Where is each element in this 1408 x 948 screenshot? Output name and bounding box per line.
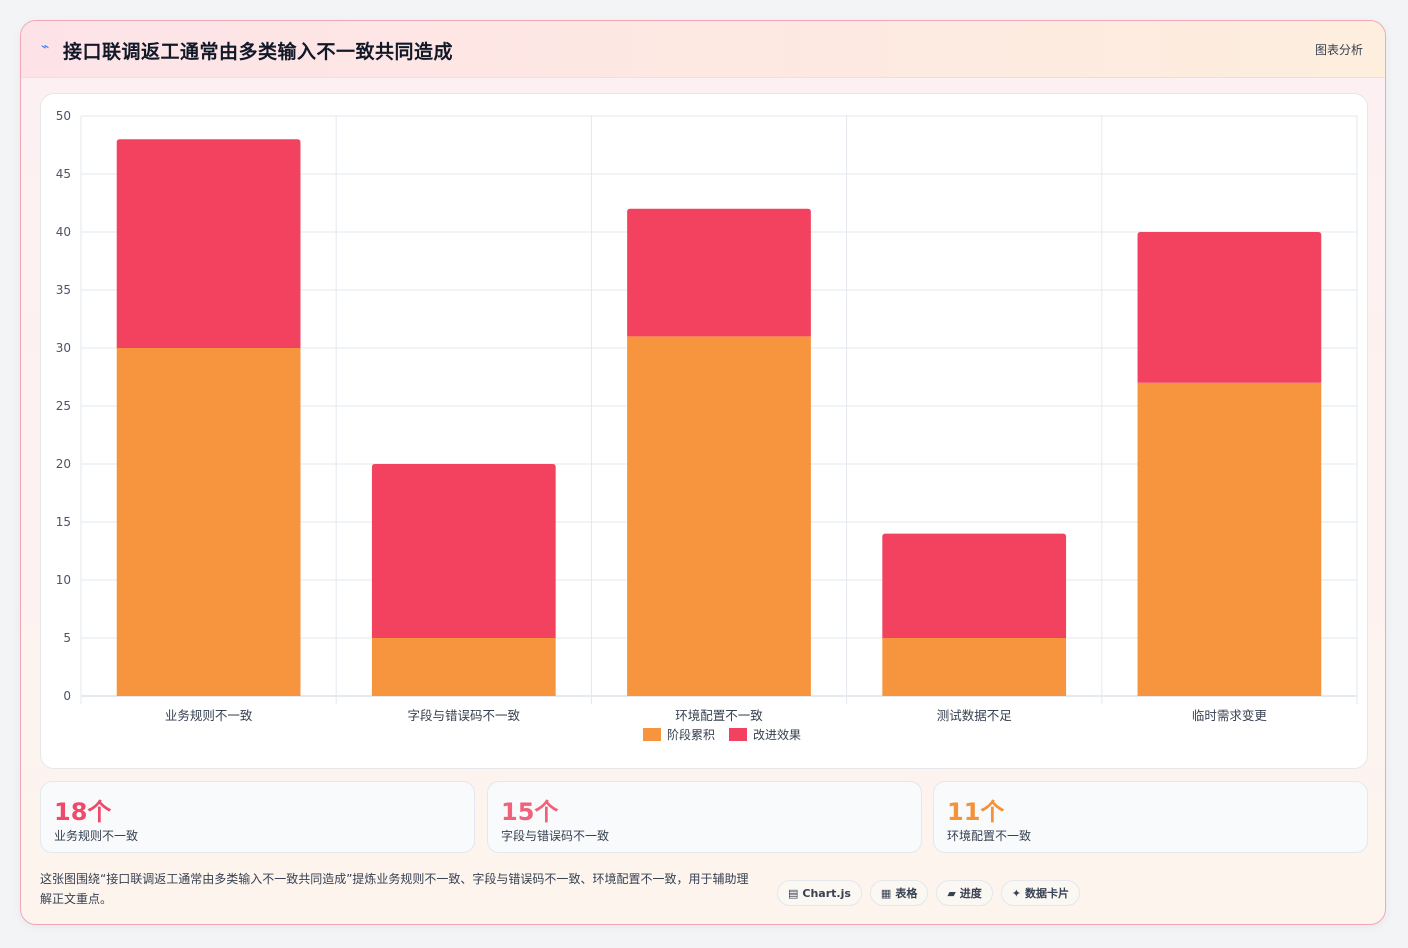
- chip-chartjs[interactable]: ▤ Chart.js: [777, 880, 862, 906]
- bar-segment-stage-accumulation: [882, 638, 1067, 696]
- chip-data-card[interactable]: ✦ 数据卡片: [1000, 880, 1081, 906]
- legend-swatch: [643, 728, 661, 741]
- card-header: ⌁ 接口联调返工通常由多类输入不一致共同造成 图表分析: [21, 21, 1385, 78]
- page-title: 接口联调返工通常由多类输入不一致共同造成: [63, 41, 454, 63]
- chip-table[interactable]: ▦ 表格: [869, 880, 929, 906]
- stat-card-business-rules: 18个 业务规则不一致: [40, 781, 475, 853]
- stat-label: 业务规则不一致: [54, 829, 139, 843]
- y-tick-label: 40: [56, 225, 71, 239]
- chip-label: Chart.js: [802, 886, 851, 900]
- chart-analysis-tag: 图表分析: [1314, 43, 1363, 57]
- stat-value: 15个: [501, 798, 559, 826]
- stacked-bar-chart: 0 5 10 15 20 25 30 35 40 45 50 业务规则不一致 字段与错误码不一致 环境配置…: [56, 109, 1358, 742]
- progress-icon: ▰: [947, 886, 956, 900]
- pulse-icon: ⌁: [41, 39, 50, 55]
- stat-card-field-error-code: 15个 字段与错误码不一致: [487, 781, 922, 853]
- y-tick-label: 20: [56, 457, 71, 471]
- x-tick-label: 字段与错误码不一致: [408, 708, 521, 723]
- x-tick-label: 环境配置不一致: [675, 708, 763, 723]
- tech-chips: ▤ Chart.js ▦ 表格 ▰ 进度 ✦ 数据卡片: [777, 880, 1081, 906]
- bar-segment-improvement-effect: [882, 533, 1067, 638]
- stat-label: 环境配置不一致: [947, 829, 1032, 843]
- stat-card-env-config: 11个 环境配置不一致: [933, 781, 1368, 853]
- bar-segment-stage-accumulation: [627, 336, 811, 696]
- chip-label: 数据卡片: [1025, 887, 1070, 900]
- stat-label: 字段与错误码不一致: [501, 829, 610, 843]
- bar-segment-improvement-effect: [627, 208, 811, 337]
- y-tick-label: 5: [63, 631, 71, 645]
- legend-swatch: [729, 728, 747, 741]
- chart-container: 0 5 10 15 20 25 30 35 40 45 50 业务规则不一致 字段与错误码不一致 环境配置…: [40, 93, 1368, 769]
- x-tick-label: 测试数据不足: [937, 708, 1013, 723]
- table-icon: ▦: [880, 886, 892, 900]
- y-tick-label: 10: [56, 573, 71, 587]
- y-tick-label: 25: [56, 399, 71, 413]
- stat-value: 18个: [54, 798, 112, 826]
- chip-label: 进度: [959, 887, 982, 900]
- y-tick-label: 35: [56, 283, 71, 297]
- y-tick-label: 45: [56, 167, 71, 181]
- x-tick-label: 临时需求变更: [1192, 708, 1268, 723]
- legend-label: 改进效果: [753, 727, 801, 742]
- bar-segment-stage-accumulation: [116, 348, 301, 696]
- y-tick-label: 50: [56, 109, 71, 123]
- chart-icon: ▤: [788, 886, 799, 900]
- chart-card: ⌁ 接口联调返工通常由多类输入不一致共同造成 图表分析 0 5 10 15 20 25 30…: [20, 20, 1386, 925]
- y-tick-label: 30: [56, 341, 71, 355]
- stat-value: 11个: [947, 798, 1005, 826]
- sparkle-icon: ✦: [1011, 886, 1022, 900]
- bar-segment-improvement-effect: [1137, 232, 1322, 383]
- chart-description: 这张图围绕“接口联调返工通常由多类输入不一致共同造成”提炼业务规则不一致、字段与…: [40, 872, 749, 906]
- x-tick-label: 业务规则不一致: [165, 708, 253, 723]
- bar-segment-improvement-effect: [371, 464, 556, 638]
- y-tick-label: 15: [56, 515, 71, 529]
- bar-segment-stage-accumulation: [371, 638, 556, 696]
- chip-progress[interactable]: ▰ 进度: [936, 880, 993, 906]
- legend-label: 阶段累积: [667, 727, 715, 742]
- y-tick-label: 0: [63, 689, 71, 703]
- chip-label: 表格: [895, 887, 918, 900]
- bar-segment-stage-accumulation: [1137, 382, 1322, 696]
- bar-segment-improvement-effect: [116, 139, 301, 348]
